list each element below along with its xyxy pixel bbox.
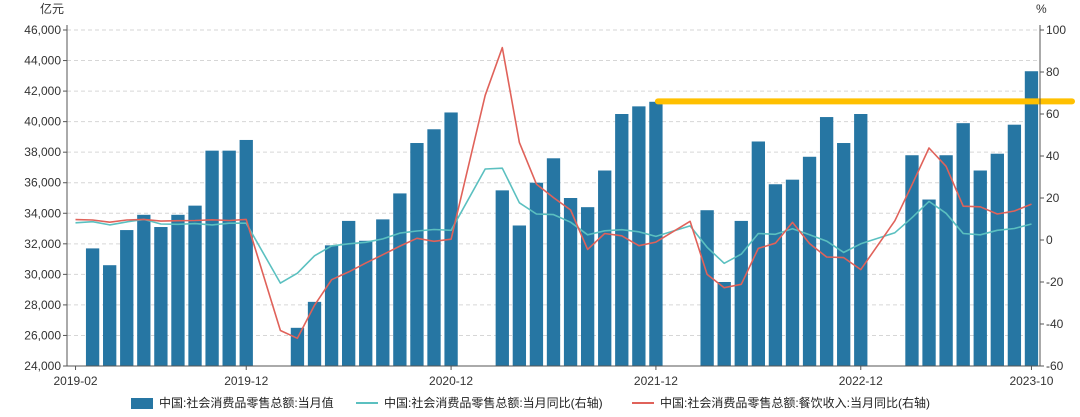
bar [324, 245, 339, 366]
bar [956, 123, 970, 366]
bar [376, 219, 390, 366]
bar [632, 106, 646, 366]
left-tick-label: 28,000 [24, 298, 61, 312]
left-tick-label: 44,000 [24, 54, 61, 68]
bar [717, 282, 731, 366]
bar [393, 193, 407, 366]
right-tick-label: 20 [1046, 191, 1060, 205]
bar [905, 155, 919, 366]
right-tick-label: -20 [1046, 275, 1064, 289]
bar [649, 101, 663, 367]
left-tick-label: 38,000 [24, 145, 61, 159]
left-tick-label: 36,000 [24, 176, 61, 190]
left-tick-label: 40,000 [24, 115, 61, 129]
left-tick-label: 34,000 [24, 206, 61, 220]
legend-label: 中国:社会消费品零售总额:当月值 [159, 395, 334, 410]
x-tick-label: 2023-10 [1009, 374, 1053, 388]
bar [751, 141, 765, 366]
x-tick-label: 2020-12 [429, 374, 473, 388]
legend-label: 中国:社会消费品零售总额:当月同比(右轴) [384, 395, 603, 410]
x-tick-label: 2019-12 [224, 374, 268, 388]
left-tick-label: 32,000 [24, 237, 61, 251]
bar [563, 198, 578, 366]
right-tick-label: 40 [1046, 149, 1060, 163]
bar [615, 114, 629, 366]
right-tick-label: -60 [1046, 359, 1064, 373]
bar [990, 153, 1004, 366]
left-tick-label: 26,000 [24, 328, 61, 342]
bar [1007, 124, 1022, 366]
bar [427, 129, 441, 366]
bar [973, 170, 987, 366]
bar [205, 150, 219, 366]
bar [785, 179, 800, 366]
bar [854, 114, 868, 366]
bar [546, 158, 561, 366]
bar [410, 143, 424, 366]
bar [188, 205, 202, 366]
left-tick-label: 46,000 [24, 23, 61, 37]
bar [598, 170, 612, 366]
bar [1024, 71, 1039, 367]
bar [307, 301, 322, 366]
bar [103, 265, 117, 366]
bar [120, 230, 134, 366]
bar [512, 225, 527, 366]
bar [529, 182, 544, 366]
bar [359, 240, 373, 366]
axes: 24,000 26,000 28,000 30,000 32,000 34,000 36,0… [24, 23, 1066, 388]
bar [85, 248, 100, 366]
right-unit-label: % [1036, 2, 1047, 16]
bar [342, 220, 356, 366]
bar-series [85, 71, 1039, 367]
bar [768, 184, 783, 366]
bar [154, 227, 168, 366]
bar [290, 327, 305, 366]
left-tick-label: 42,000 [24, 84, 61, 98]
bar [802, 156, 817, 366]
series-line-retail-yoy [75, 167, 1032, 284]
right-tick-label: 100 [1046, 23, 1066, 37]
right-tick-label: 0 [1046, 233, 1053, 247]
bar [734, 220, 748, 366]
bar [837, 143, 851, 366]
bar [700, 210, 714, 366]
left-tick-label: 24,000 [24, 359, 61, 373]
legend: 中国:社会消费品零售总额:当月值 中国:社会消费品零售总额:当月同比(右轴) 中国:… [131, 395, 930, 410]
right-tick-label: 80 [1046, 65, 1060, 79]
bar [222, 150, 236, 366]
bar [171, 214, 185, 366]
x-tick-label: 2019-02 [54, 374, 98, 388]
bar [495, 190, 509, 366]
x-tick-label: 2021-12 [634, 374, 678, 388]
left-tick-label: 30,000 [24, 267, 61, 281]
x-tick-label: 2022-12 [839, 374, 883, 388]
bar [239, 139, 253, 366]
bar [939, 155, 953, 366]
right-tick-label: 60 [1046, 107, 1060, 121]
bar [137, 214, 151, 366]
legend-swatch-bar [131, 398, 153, 409]
bar [922, 199, 936, 366]
legend-label: 中国:社会消费品零售总额:餐饮收入:当月同比(右轴) [660, 395, 930, 410]
right-tick-label: -40 [1046, 317, 1064, 331]
left-unit-label: 亿元 [40, 1, 64, 16]
series-line-catering-yoy [75, 46, 1032, 340]
line-series [75, 46, 1032, 340]
